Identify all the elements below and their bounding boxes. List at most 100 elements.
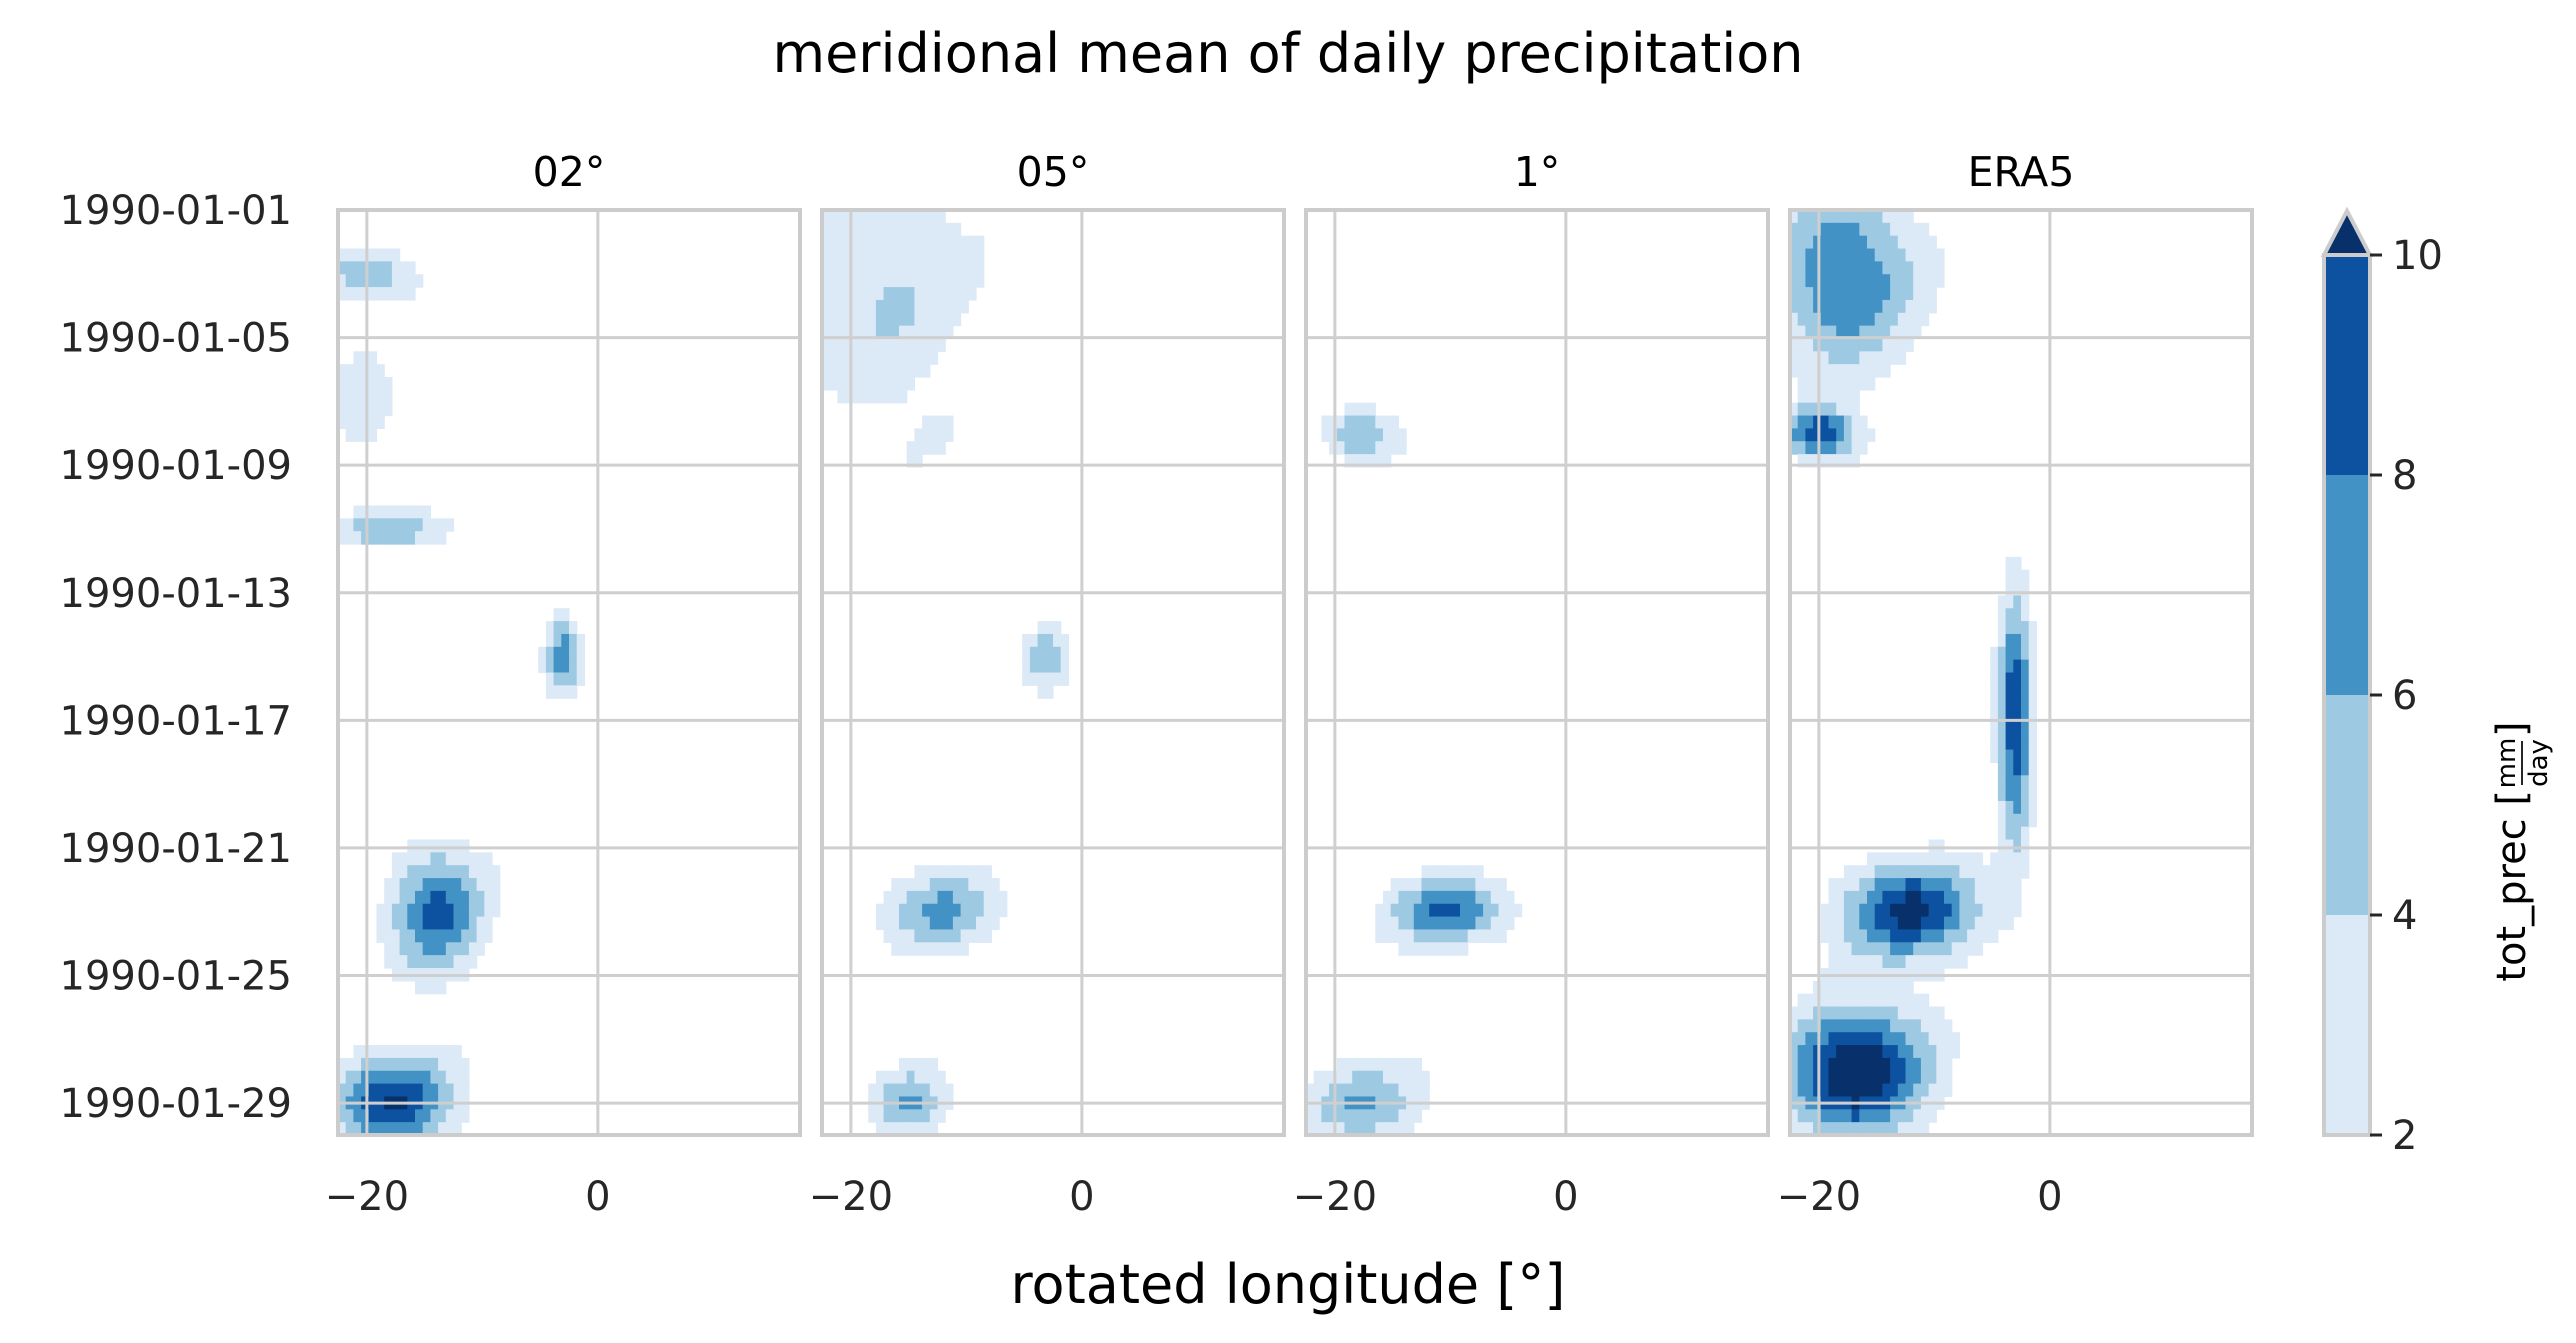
contour-cell — [407, 878, 416, 892]
contour-cell — [368, 531, 378, 545]
contour-cell — [891, 210, 900, 224]
contour-cell — [852, 248, 862, 262]
contour-cell — [891, 222, 900, 237]
contour-cell — [415, 890, 424, 905]
contour-cell — [1820, 222, 1830, 237]
contour-cell — [1352, 402, 1361, 417]
contour-cell — [368, 351, 378, 365]
contour-cell — [1398, 1109, 1407, 1123]
contour-cell — [1460, 890, 1469, 905]
x-tick-label: 0 — [1553, 1174, 1578, 1220]
contour-cell — [438, 1109, 447, 1123]
contour-cell — [468, 890, 478, 905]
contour-cell — [1037, 685, 1046, 699]
contour-cell — [415, 1083, 424, 1098]
contour-cell — [1375, 428, 1384, 442]
contour-cell — [1836, 1006, 1845, 1020]
contour-cell — [415, 274, 424, 288]
contour-cell — [822, 377, 831, 391]
contour-cell — [1928, 839, 1937, 853]
contour-cell — [829, 325, 838, 340]
contour-cell — [1790, 338, 1799, 352]
contour-cell — [983, 903, 992, 918]
contour-cell — [845, 287, 854, 301]
contour-cell — [569, 633, 578, 648]
contour-cell — [929, 1057, 939, 1072]
contour-cell — [1882, 878, 1891, 892]
contour-cell — [922, 441, 931, 455]
contour-cell — [1974, 903, 1984, 918]
contour-cell — [1398, 1070, 1407, 1085]
contour-cell — [914, 222, 923, 237]
contour-cell — [1797, 287, 1806, 301]
contour-cell — [1851, 942, 1860, 956]
contour-cell — [1490, 890, 1500, 905]
contour-cell — [1859, 878, 1868, 892]
contour-cell — [914, 351, 923, 365]
contour-cell — [2028, 749, 2037, 764]
contour-cell — [1913, 299, 1922, 314]
contour-cell — [852, 364, 862, 378]
contour-cell — [837, 364, 846, 378]
contour-cell — [1997, 865, 2007, 879]
contour-cell — [1859, 248, 1868, 262]
contour-cell — [937, 287, 946, 301]
contour-cell — [1867, 338, 1876, 352]
contour-cell — [1037, 621, 1046, 635]
contour-cell — [1390, 929, 1399, 943]
contour-cell — [1421, 890, 1430, 905]
contour-cell — [1498, 878, 1507, 892]
contour-cell — [353, 531, 362, 545]
contour-cell — [368, 274, 378, 288]
contour-cell — [1859, 441, 1868, 455]
contour-cell — [1367, 402, 1376, 417]
contour-cell — [1867, 1109, 1876, 1123]
contour-cell — [937, 929, 946, 943]
contour-cell — [1452, 942, 1461, 956]
contour-cell — [914, 1057, 923, 1072]
contour-cell — [922, 1109, 931, 1123]
contour-cell — [399, 1057, 408, 1072]
contour-cell — [407, 903, 416, 918]
contour-cell — [1944, 1032, 1953, 1046]
contour-cell — [1843, 248, 1853, 262]
contour-cell — [1905, 312, 1914, 327]
contour-cell — [929, 274, 939, 288]
contour-cell — [1843, 1006, 1853, 1020]
contour-cell — [1974, 942, 1984, 956]
contour-cell — [1928, 1045, 1937, 1059]
contour-cell — [1851, 454, 1860, 468]
contour-cell — [1344, 1070, 1353, 1085]
contour-cell — [1359, 1070, 1369, 1085]
contour-cell — [553, 633, 562, 648]
contour-cell — [1813, 274, 1822, 288]
contour-cell — [1936, 955, 1945, 969]
contour-cell — [952, 942, 962, 956]
contour-cell — [1920, 1122, 1930, 1136]
contour-cell — [345, 1057, 354, 1072]
contour-cell — [960, 287, 969, 301]
contour-cell — [545, 685, 555, 699]
contour-cell — [960, 274, 969, 288]
contour-cell — [399, 878, 408, 892]
contour-cell — [1421, 878, 1430, 892]
contour-cell — [1874, 338, 1883, 352]
contour-cell — [1344, 1057, 1353, 1072]
contour-cell — [368, 402, 378, 417]
contour-cell — [1944, 1083, 1953, 1098]
contour-cell — [407, 1070, 416, 1085]
contour-cell — [391, 955, 401, 969]
contour-cell — [1951, 942, 1960, 956]
contour-cell — [1828, 248, 1837, 262]
contour-cell — [1375, 1109, 1384, 1123]
contour-cell — [1882, 287, 1891, 301]
contour-cell — [1851, 261, 1860, 275]
contour-cell — [399, 505, 408, 519]
contour-cell — [1897, 338, 1907, 352]
contour-cell — [1797, 1109, 1806, 1123]
contour-cell — [1874, 1045, 1883, 1059]
contour-cell — [1867, 274, 1876, 288]
contour-cell — [1813, 402, 1822, 417]
contour-cell — [1890, 1109, 1899, 1123]
colorbar-extend-arrow — [2320, 206, 2374, 257]
